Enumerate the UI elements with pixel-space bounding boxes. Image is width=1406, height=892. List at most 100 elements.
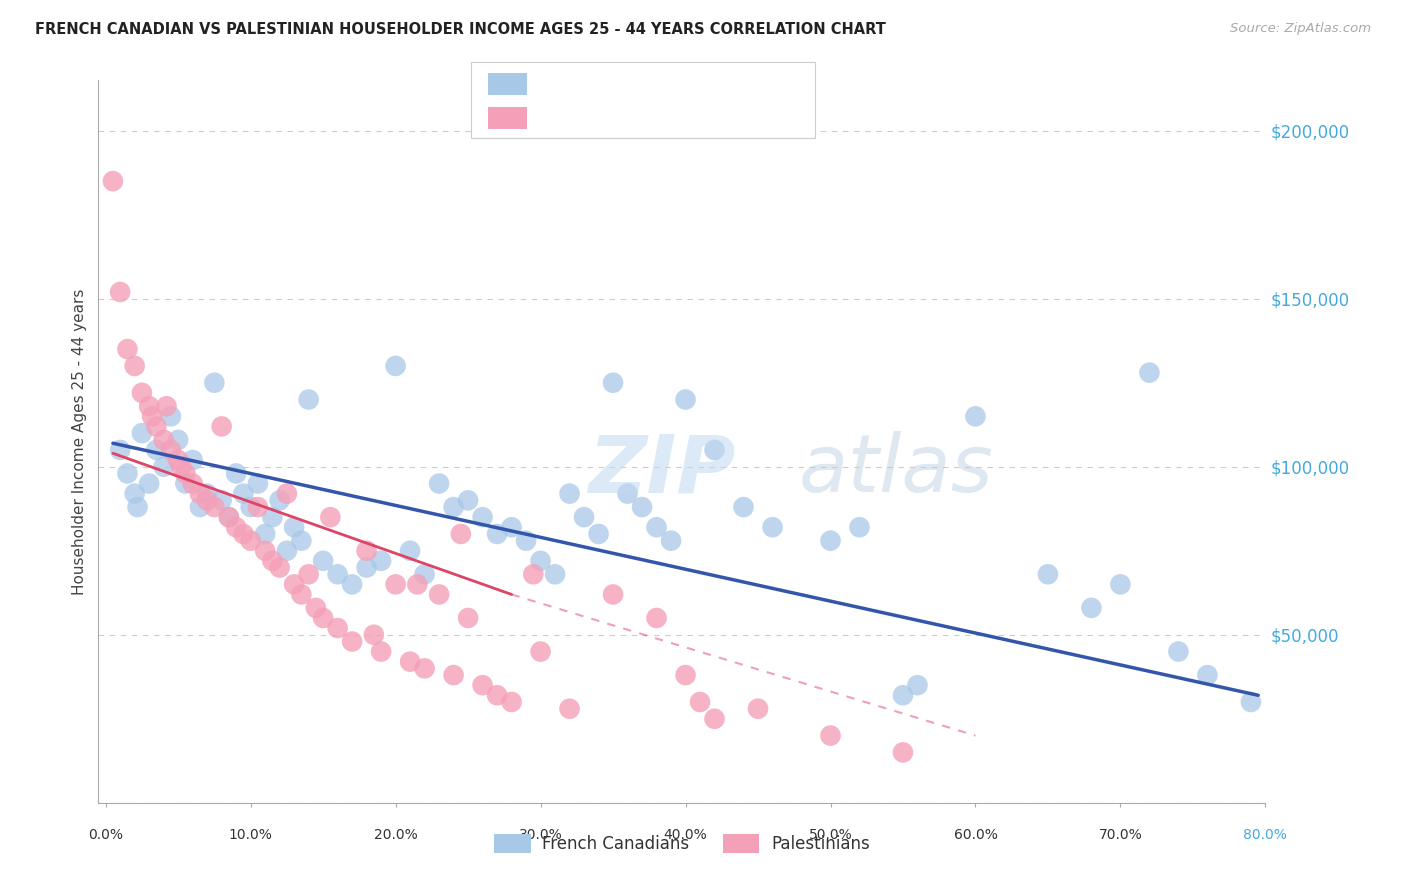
Point	[370, 644, 392, 658]
Point	[486, 527, 509, 541]
Point	[399, 655, 422, 669]
Text: 60.0%: 60.0%	[953, 828, 997, 842]
Y-axis label: Householder Income Ages 25 - 44 years: Householder Income Ages 25 - 44 years	[72, 288, 87, 595]
Point	[891, 688, 914, 702]
Point	[155, 399, 177, 413]
Point	[340, 577, 363, 591]
Point	[602, 587, 624, 601]
Text: FRENCH CANADIAN VS PALESTINIAN HOUSEHOLDER INCOME AGES 25 - 44 YEARS CORRELATION: FRENCH CANADIAN VS PALESTINIAN HOUSEHOLD…	[35, 22, 886, 37]
Text: 10.0%: 10.0%	[229, 828, 273, 842]
Point	[356, 543, 378, 558]
Point	[501, 520, 523, 534]
Point	[471, 510, 494, 524]
Text: 50.0%: 50.0%	[808, 828, 852, 842]
Point	[312, 554, 335, 568]
Point	[675, 668, 697, 682]
Point	[298, 392, 321, 407]
Point	[218, 510, 240, 524]
Point	[399, 543, 422, 558]
Point	[820, 533, 842, 548]
Point	[340, 634, 363, 648]
Point	[254, 527, 277, 541]
Point	[703, 712, 725, 726]
Point	[675, 392, 697, 407]
Point	[117, 467, 139, 481]
Point	[131, 385, 153, 400]
Text: N =: N =	[654, 111, 688, 125]
Point	[145, 442, 167, 457]
Point	[529, 644, 551, 658]
Text: atlas: atlas	[799, 432, 994, 509]
Point	[427, 476, 450, 491]
Point	[761, 520, 783, 534]
Point	[262, 554, 284, 568]
Point	[522, 567, 544, 582]
Point	[645, 520, 668, 534]
Point	[501, 695, 523, 709]
Point	[298, 567, 321, 582]
Point	[326, 621, 349, 635]
Point	[108, 442, 131, 457]
Point	[246, 500, 269, 514]
Text: ZIP: ZIP	[589, 432, 735, 509]
Point	[443, 668, 465, 682]
Point	[124, 486, 146, 500]
Point	[406, 577, 429, 591]
Point	[1240, 695, 1263, 709]
Point	[170, 459, 193, 474]
Text: -0.520: -0.520	[576, 77, 631, 91]
Point	[167, 433, 190, 447]
Point	[1167, 644, 1189, 658]
Point	[515, 533, 537, 548]
Point	[188, 486, 211, 500]
Text: 80.0%: 80.0%	[1243, 828, 1288, 842]
Point	[225, 520, 247, 534]
Point	[254, 543, 277, 558]
Point	[174, 467, 197, 481]
Text: 40.0%: 40.0%	[664, 828, 707, 842]
Text: R =: R =	[538, 77, 572, 91]
Point	[174, 476, 197, 491]
Point	[319, 510, 342, 524]
Point	[290, 587, 312, 601]
Point	[101, 174, 124, 188]
Point	[384, 359, 406, 373]
Point	[457, 493, 479, 508]
Point	[141, 409, 163, 424]
Point	[356, 560, 378, 574]
Point	[370, 554, 392, 568]
Point	[246, 476, 269, 491]
Point	[269, 560, 291, 574]
Point	[631, 500, 654, 514]
Point	[384, 577, 406, 591]
Point	[211, 493, 233, 508]
Point	[239, 500, 262, 514]
Point	[262, 510, 284, 524]
Point	[167, 453, 190, 467]
Point	[326, 567, 349, 582]
Point	[188, 500, 211, 514]
Text: 30.0%: 30.0%	[519, 828, 562, 842]
Point	[363, 628, 385, 642]
Point	[138, 476, 160, 491]
Point	[160, 409, 183, 424]
Point	[689, 695, 711, 709]
Point	[558, 486, 581, 500]
Point	[152, 459, 174, 474]
Text: 61: 61	[689, 111, 710, 125]
Text: Source: ZipAtlas.com: Source: ZipAtlas.com	[1230, 22, 1371, 36]
Point	[588, 527, 610, 541]
Point	[747, 702, 769, 716]
Point	[413, 567, 436, 582]
Point	[152, 433, 174, 447]
Point	[907, 678, 929, 692]
Point	[891, 745, 914, 759]
Point	[427, 587, 450, 601]
Point	[703, 442, 725, 457]
Point	[283, 577, 305, 591]
Point	[457, 611, 479, 625]
Point	[117, 342, 139, 356]
Text: -0.270: -0.270	[576, 111, 631, 125]
Point	[160, 442, 183, 457]
Point	[820, 729, 842, 743]
